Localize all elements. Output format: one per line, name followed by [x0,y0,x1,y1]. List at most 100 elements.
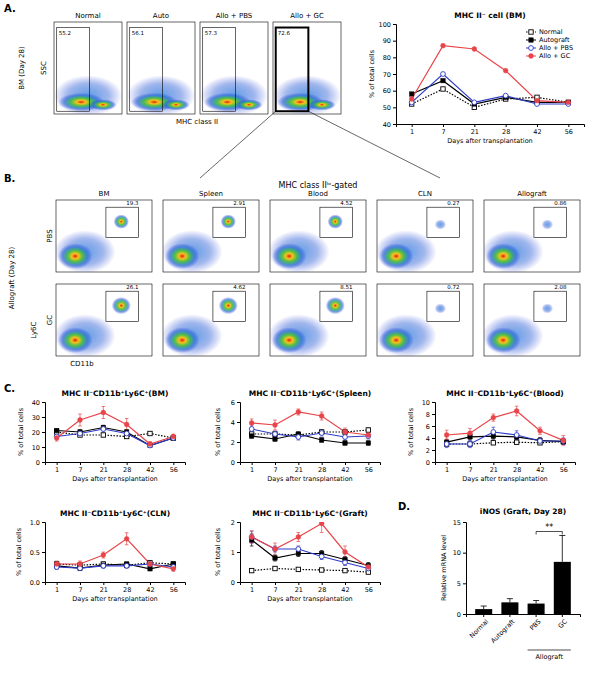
tick-label: 7 [78,466,82,474]
point [296,567,300,571]
error-bar [367,441,371,445]
plot-marks [249,522,370,574]
density [484,303,553,356]
error-cap [515,415,519,416]
error-bar [250,569,254,572]
tick-mark [80,462,81,465]
point [472,47,477,52]
error-cap [445,447,449,448]
legend-marker [529,54,534,59]
tick: 28 [123,582,131,594]
error-cap [250,543,254,544]
tick: 21 [100,582,108,594]
tick-label: 90 [383,37,391,45]
error-bar [492,441,496,445]
density-cloud [163,314,223,356]
error-bar [273,420,277,430]
density-cloud [114,214,129,228]
tick-mark [42,582,45,583]
error-cap [125,532,129,533]
point [538,439,543,444]
tick-label: 100 [379,21,391,29]
point [54,562,59,567]
error-bar [78,431,82,437]
tick-label: 42 [146,466,154,474]
group-label: Allograft [535,653,563,661]
axis: 0.00.51.0 [30,519,46,587]
point [54,428,58,432]
point [566,100,571,105]
error-bar [367,566,371,572]
error-bar [343,441,347,445]
error-bar [125,419,129,431]
tick-label: 1 [445,466,449,474]
tick: 56 [565,124,573,136]
series-line [57,432,174,438]
point [296,551,300,555]
tick: GC [556,614,569,630]
error-bar [273,437,277,441]
tick-mark [322,462,323,465]
tick-label: 60 [383,87,391,95]
error-cap [297,556,301,557]
error-cap [102,552,106,553]
error-bar [445,440,449,447]
density-cloud [163,230,223,272]
tick-mark [393,41,396,42]
tick-label: Normal [468,618,490,640]
plot: 8.51 [268,284,366,357]
point [101,433,105,437]
series-line [252,412,369,435]
plot-marks [444,406,565,447]
gate [427,291,460,321]
point [78,562,83,567]
tick-label: 28 [123,466,131,474]
title: MHC class IIˡᵒ-gated [279,181,358,190]
point [101,410,106,415]
error-bar [507,599,513,603]
density-cloud [165,243,200,269]
point [249,421,254,426]
group-bracket [528,650,571,651]
error-cap [481,606,487,607]
tick: 1 [410,124,414,136]
tick-mark [80,582,81,585]
tick: 42 [341,582,349,594]
error-cap [125,544,129,545]
point [249,427,254,432]
tick: 28 [318,582,326,594]
axis: 010203040 [32,399,46,467]
error-bar [148,567,152,571]
error-bar [102,434,106,437]
density-cloud [58,243,93,269]
tick: 7 [273,462,277,474]
point [78,566,82,570]
error-bar [273,431,277,437]
axis-title: % of total cells [214,527,222,576]
axis-title: Days after transplantation [462,475,547,483]
gate [534,291,567,321]
error-bar [320,438,324,442]
density-cloud [542,219,554,229]
tick-label: 56 [565,128,573,136]
series-line [57,429,174,446]
error-bar [468,428,472,438]
plot: 2.08 [482,284,580,357]
tick-label: 28 [318,586,326,594]
tick-mark [237,582,240,583]
tick-mark [412,124,413,127]
tick-label: 10 [453,549,461,557]
error-cap [515,430,519,431]
tick-label: 42 [536,466,544,474]
tick-mark [298,462,299,465]
point [148,442,153,447]
tick-mark [393,107,396,108]
error-bar [250,531,254,543]
error-bar [125,431,129,437]
tick-label: 21 [295,466,303,474]
gate [320,291,353,321]
point [514,433,519,438]
error-cap [320,412,324,413]
column-title: CLN [418,190,432,198]
tick: PBS [528,614,542,632]
